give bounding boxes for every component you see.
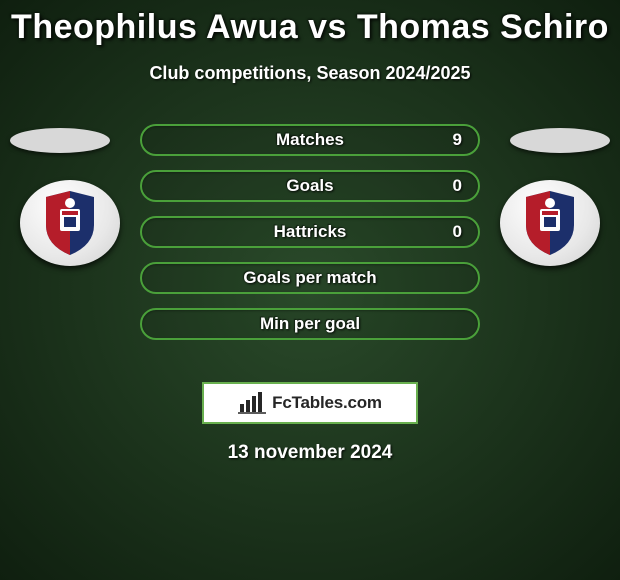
stats-table: Matches 9 Goals 0 Hattricks 0 Goals per … — [140, 124, 480, 354]
page-title: Theophilus Awua vs Thomas Schiro — [0, 0, 620, 47]
player-right-flag — [510, 128, 610, 153]
stat-label: Goals — [142, 176, 478, 196]
player-right-club-badge — [500, 180, 600, 266]
player-left-flag — [10, 128, 110, 153]
club-shield-icon — [42, 191, 98, 255]
stat-row-goals-per-match: Goals per match — [140, 262, 480, 294]
stat-right-value: 0 — [453, 222, 462, 242]
stat-right-value: 0 — [453, 176, 462, 196]
stat-right-value: 9 — [453, 130, 462, 150]
bar-chart-icon — [238, 392, 266, 414]
branding-box[interactable]: FcTables.com — [202, 382, 418, 424]
stat-label: Goals per match — [142, 268, 478, 288]
subtitle: Club competitions, Season 2024/2025 — [0, 63, 620, 84]
stat-row-goals: Goals 0 — [140, 170, 480, 202]
branding-text: FcTables.com — [272, 393, 382, 413]
stat-label: Min per goal — [142, 314, 478, 334]
comparison-panel: Matches 9 Goals 0 Hattricks 0 Goals per … — [0, 116, 620, 376]
stat-row-hattricks: Hattricks 0 — [140, 216, 480, 248]
club-shield-icon — [522, 191, 578, 255]
stat-row-min-per-goal: Min per goal — [140, 308, 480, 340]
stat-row-matches: Matches 9 — [140, 124, 480, 156]
date-text: 13 november 2024 — [0, 442, 620, 464]
player-left-club-badge — [20, 180, 120, 266]
stat-label: Hattricks — [142, 222, 478, 242]
stat-label: Matches — [142, 130, 478, 150]
